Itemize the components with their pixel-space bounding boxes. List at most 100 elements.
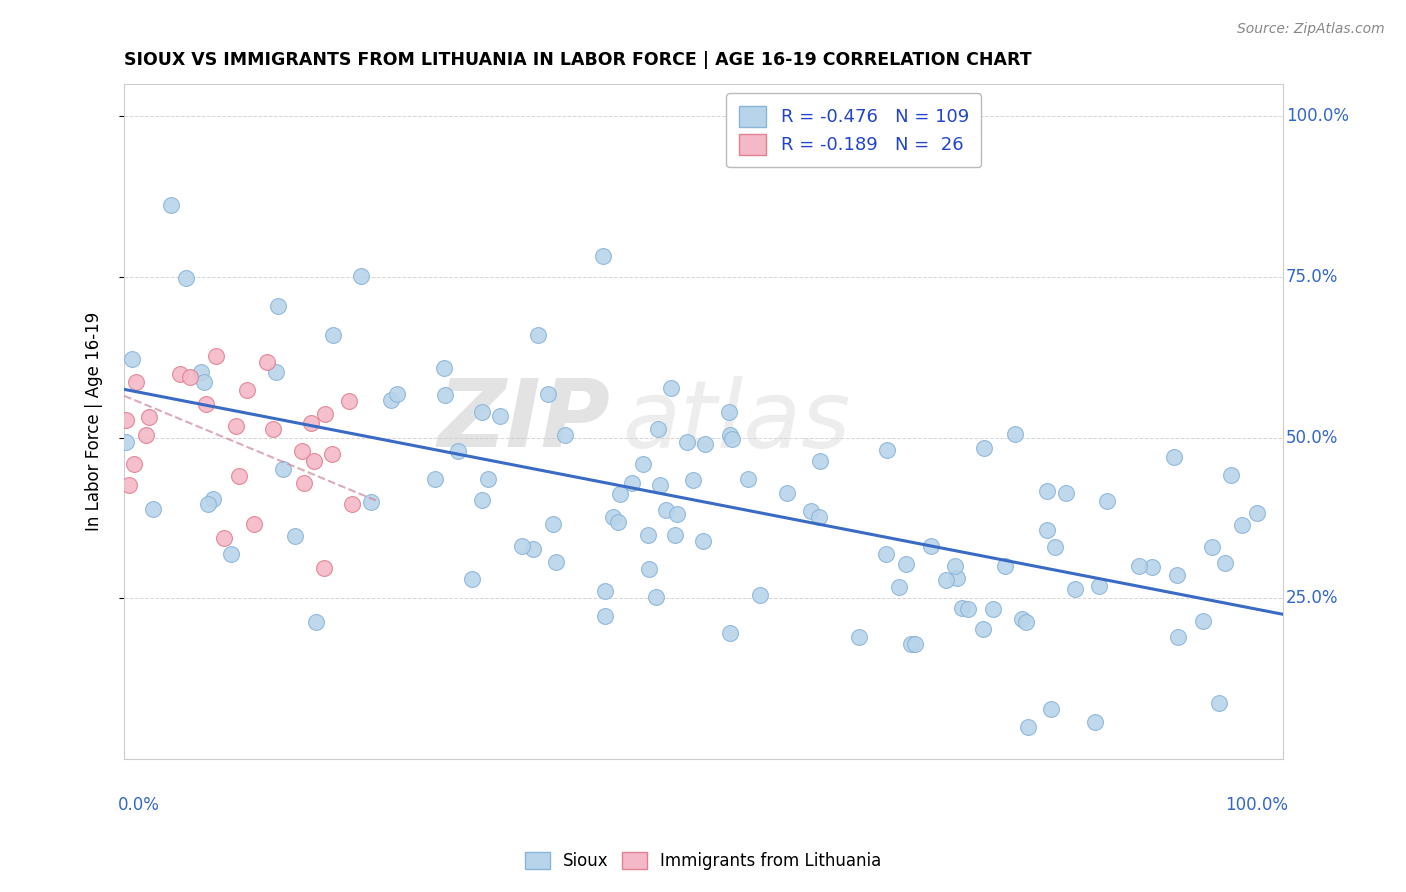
Point: [720, 427, 742, 442]
Point: [1017, 720, 1039, 734]
Point: [264, 365, 287, 379]
Point: [190, 365, 212, 379]
Point: [477, 472, 499, 486]
Y-axis label: In Labor Force | Age 16-19: In Labor Force | Age 16-19: [86, 312, 103, 531]
Point: [637, 562, 659, 576]
Point: [1040, 701, 1063, 715]
Point: [666, 508, 689, 522]
Point: [160, 198, 183, 212]
Point: [201, 491, 224, 506]
Point: [609, 487, 631, 501]
Text: 75.0%: 75.0%: [1286, 268, 1339, 285]
Point: [1004, 427, 1026, 442]
Point: [894, 558, 917, 572]
Point: [350, 268, 373, 283]
Point: [236, 383, 259, 397]
Point: [219, 547, 242, 561]
Point: [875, 547, 897, 561]
Point: [197, 497, 219, 511]
Point: [537, 387, 560, 401]
Point: [720, 432, 742, 446]
Point: [256, 355, 278, 369]
Point: [1213, 556, 1236, 570]
Point: [718, 404, 741, 418]
Point: [935, 574, 957, 588]
Point: [342, 497, 364, 511]
Text: 25.0%: 25.0%: [1286, 589, 1339, 607]
Point: [205, 349, 228, 363]
Point: [659, 381, 682, 395]
Point: [1054, 485, 1077, 500]
Point: [983, 602, 1005, 616]
Point: [526, 328, 548, 343]
Point: [1220, 468, 1243, 483]
Point: [471, 405, 494, 419]
Point: [447, 444, 470, 458]
Point: [1011, 612, 1033, 626]
Text: 100.0%: 100.0%: [1226, 796, 1288, 814]
Point: [592, 248, 614, 262]
Text: 100.0%: 100.0%: [1286, 107, 1348, 125]
Point: [1088, 579, 1111, 593]
Point: [193, 376, 215, 390]
Point: [1208, 696, 1230, 710]
Point: [943, 559, 966, 574]
Point: [471, 492, 494, 507]
Point: [169, 367, 191, 381]
Point: [541, 516, 564, 531]
Point: [848, 631, 870, 645]
Point: [385, 387, 408, 401]
Point: [737, 472, 759, 486]
Point: [693, 437, 716, 451]
Point: [433, 388, 456, 402]
Point: [1036, 484, 1059, 499]
Point: [122, 457, 145, 471]
Point: [1128, 559, 1150, 574]
Point: [645, 591, 668, 605]
Point: [544, 555, 567, 569]
Point: [433, 361, 456, 376]
Text: Source: ZipAtlas.com: Source: ZipAtlas.com: [1237, 22, 1385, 37]
Point: [748, 588, 770, 602]
Point: [299, 416, 322, 430]
Point: [1014, 615, 1036, 629]
Text: atlas: atlas: [623, 376, 851, 467]
Point: [174, 271, 197, 285]
Point: [637, 528, 659, 542]
Legend: Sioux, Immigrants from Lithuania: Sioux, Immigrants from Lithuania: [517, 845, 889, 877]
Point: [125, 375, 148, 389]
Point: [1043, 540, 1066, 554]
Point: [718, 626, 741, 640]
Point: [650, 478, 672, 492]
Point: [1246, 506, 1268, 520]
Point: [194, 397, 217, 411]
Point: [380, 393, 402, 408]
Point: [360, 495, 382, 509]
Point: [776, 486, 799, 500]
Point: [212, 531, 235, 545]
Point: [554, 427, 576, 442]
Point: [1163, 450, 1185, 464]
Point: [489, 409, 512, 423]
Point: [692, 533, 714, 548]
Text: 0.0%: 0.0%: [118, 796, 160, 814]
Point: [522, 541, 544, 556]
Point: [593, 583, 616, 598]
Point: [322, 328, 344, 343]
Point: [305, 615, 328, 630]
Point: [138, 410, 160, 425]
Point: [1166, 568, 1188, 582]
Point: [647, 422, 669, 436]
Point: [242, 517, 264, 532]
Point: [631, 457, 654, 471]
Point: [142, 502, 165, 516]
Point: [321, 447, 343, 461]
Point: [284, 529, 307, 543]
Point: [262, 422, 284, 436]
Point: [876, 442, 898, 457]
Point: [337, 394, 360, 409]
Point: [312, 560, 335, 574]
Point: [808, 454, 831, 468]
Point: [607, 515, 630, 529]
Text: 50.0%: 50.0%: [1286, 428, 1339, 447]
